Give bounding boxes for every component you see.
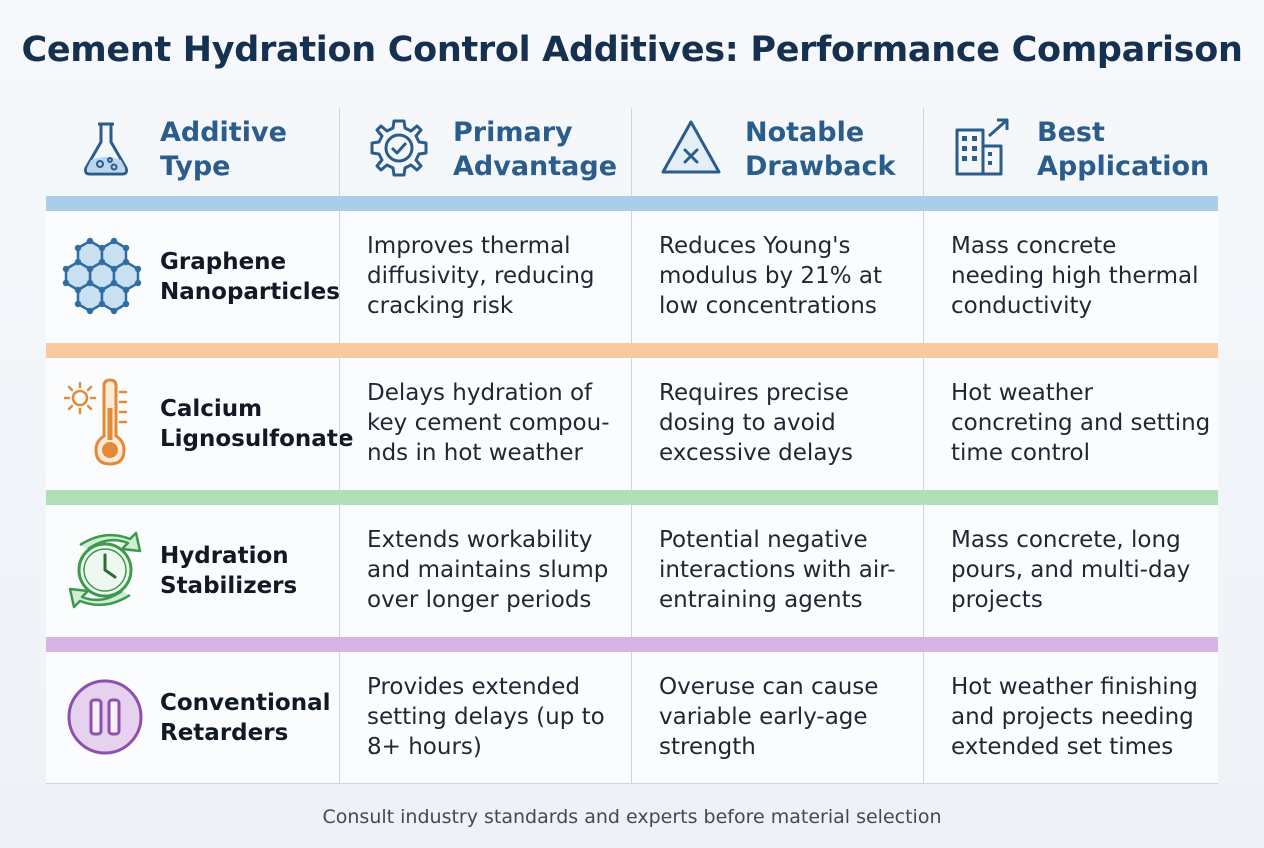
gear-check-icon: [370, 119, 428, 177]
column-divider: [631, 108, 632, 196]
drawback-text: Overuse can cause variable early-age str…: [659, 674, 879, 760]
row-color-band: [46, 490, 1218, 505]
flask-icon: [84, 122, 128, 176]
column-divider: [923, 211, 924, 343]
column-divider: [339, 652, 340, 784]
page-title: Cement Hydration Control Additives: Perf…: [21, 30, 1243, 70]
header-label: Additive Type: [160, 117, 287, 182]
application-text: Hot weather finishing and projects needi…: [951, 674, 1198, 760]
advantage-text: Extends workability and maintains slump …: [367, 527, 609, 613]
advantage-cell: Improves thermal diffusivity, reducing c…: [339, 211, 631, 343]
header-label: Best Application: [1037, 117, 1210, 182]
comparison-table: Additive Type Primary Advantage Notable …: [46, 108, 1218, 784]
row-color-band: [46, 637, 1218, 652]
drawback-cell: Requires precise dosing to avoid excessi…: [631, 358, 923, 490]
application-cell: Mass concrete, long pours, and multi-day…: [923, 505, 1218, 637]
graphene-lattice-icon: [62, 237, 142, 315]
additive-cell: Conventional Retarders: [46, 652, 339, 784]
additive-cell: Hydration Stabilizers: [46, 505, 339, 637]
header-label: Primary Advantage: [453, 117, 618, 182]
column-divider: [923, 358, 924, 490]
building-growth-icon: [955, 118, 1009, 176]
application-cell: Mass concrete needing high thermal condu…: [923, 211, 1218, 343]
additive-name: Graphene Nanoparticles: [160, 249, 340, 305]
warning-triangle-x-icon: [661, 120, 721, 174]
header-notable-drawback: Notable Drawback: [631, 108, 923, 196]
drawback-cell: Potential negative interactions with air…: [631, 505, 923, 637]
application-text: Hot weather concreting and setting time …: [951, 380, 1211, 466]
application-text: Mass concrete needing high thermal condu…: [951, 233, 1199, 319]
column-divider: [339, 108, 340, 196]
advantage-text: Provides extended setting delays (up to …: [367, 674, 605, 760]
column-divider: [631, 358, 632, 490]
column-divider: [923, 108, 924, 196]
drawback-cell: Reduces Young's modulus by 21% at low co…: [631, 211, 923, 343]
drawback-text: Requires precise dosing to avoid excessi…: [659, 380, 854, 466]
table-row: Conventional Retarders Provides extended…: [46, 652, 1218, 784]
additive-name: Calcium Lignosulfonate: [160, 396, 354, 452]
table-row: Hydration Stabilizers Extends workabilit…: [46, 505, 1218, 637]
drawback-text: Potential negative interactions with air…: [659, 527, 896, 613]
advantage-cell: Extends workability and maintains slump …: [339, 505, 631, 637]
header-primary-advantage: Primary Advantage: [339, 108, 631, 196]
column-divider: [923, 652, 924, 784]
pause-icon: [67, 679, 143, 755]
application-text: Mass concrete, long pours, and multi-day…: [951, 527, 1191, 613]
table-row: Calcium Lignosulfonate Delays hydration …: [46, 358, 1218, 490]
advantage-text: Delays hydration of key cement compou-nd…: [367, 380, 610, 466]
additive-name: Hydration Stabilizers: [160, 543, 298, 599]
column-divider: [923, 505, 924, 637]
header-label: Notable Drawback: [745, 117, 896, 182]
table-header: Additive Type Primary Advantage Notable …: [46, 108, 1218, 196]
column-divider: [339, 505, 340, 637]
header-color-band: [46, 196, 1218, 211]
application-cell: Hot weather finishing and projects needi…: [923, 652, 1218, 784]
advantage-text: Improves thermal diffusivity, reducing c…: [367, 233, 595, 319]
header-best-application: Best Application: [923, 108, 1218, 196]
table-row: Graphene Nanoparticles Improves thermal …: [46, 211, 1218, 343]
advantage-cell: Delays hydration of key cement compou-nd…: [339, 358, 631, 490]
clock-cycle-icon: [68, 531, 142, 609]
footer-note: Consult industry standards and experts b…: [322, 806, 942, 828]
header-additive-type: Additive Type: [46, 108, 339, 196]
drawback-cell: Overuse can cause variable early-age str…: [631, 652, 923, 784]
column-divider: [631, 211, 632, 343]
column-divider: [339, 211, 340, 343]
sun-thermometer-icon: [63, 378, 128, 466]
additive-cell: Graphene Nanoparticles: [46, 211, 340, 343]
column-divider: [339, 358, 340, 490]
drawback-text: Reduces Young's modulus by 21% at low co…: [659, 233, 882, 319]
advantage-cell: Provides extended setting delays (up to …: [339, 652, 631, 784]
table-bottom-border: [46, 783, 1218, 784]
additive-name: Conventional Retarders: [160, 690, 331, 746]
column-divider: [631, 652, 632, 784]
application-cell: Hot weather concreting and setting time …: [923, 358, 1218, 490]
additive-cell: Calcium Lignosulfonate: [46, 358, 354, 490]
row-color-band: [46, 343, 1218, 358]
column-divider: [631, 505, 632, 637]
